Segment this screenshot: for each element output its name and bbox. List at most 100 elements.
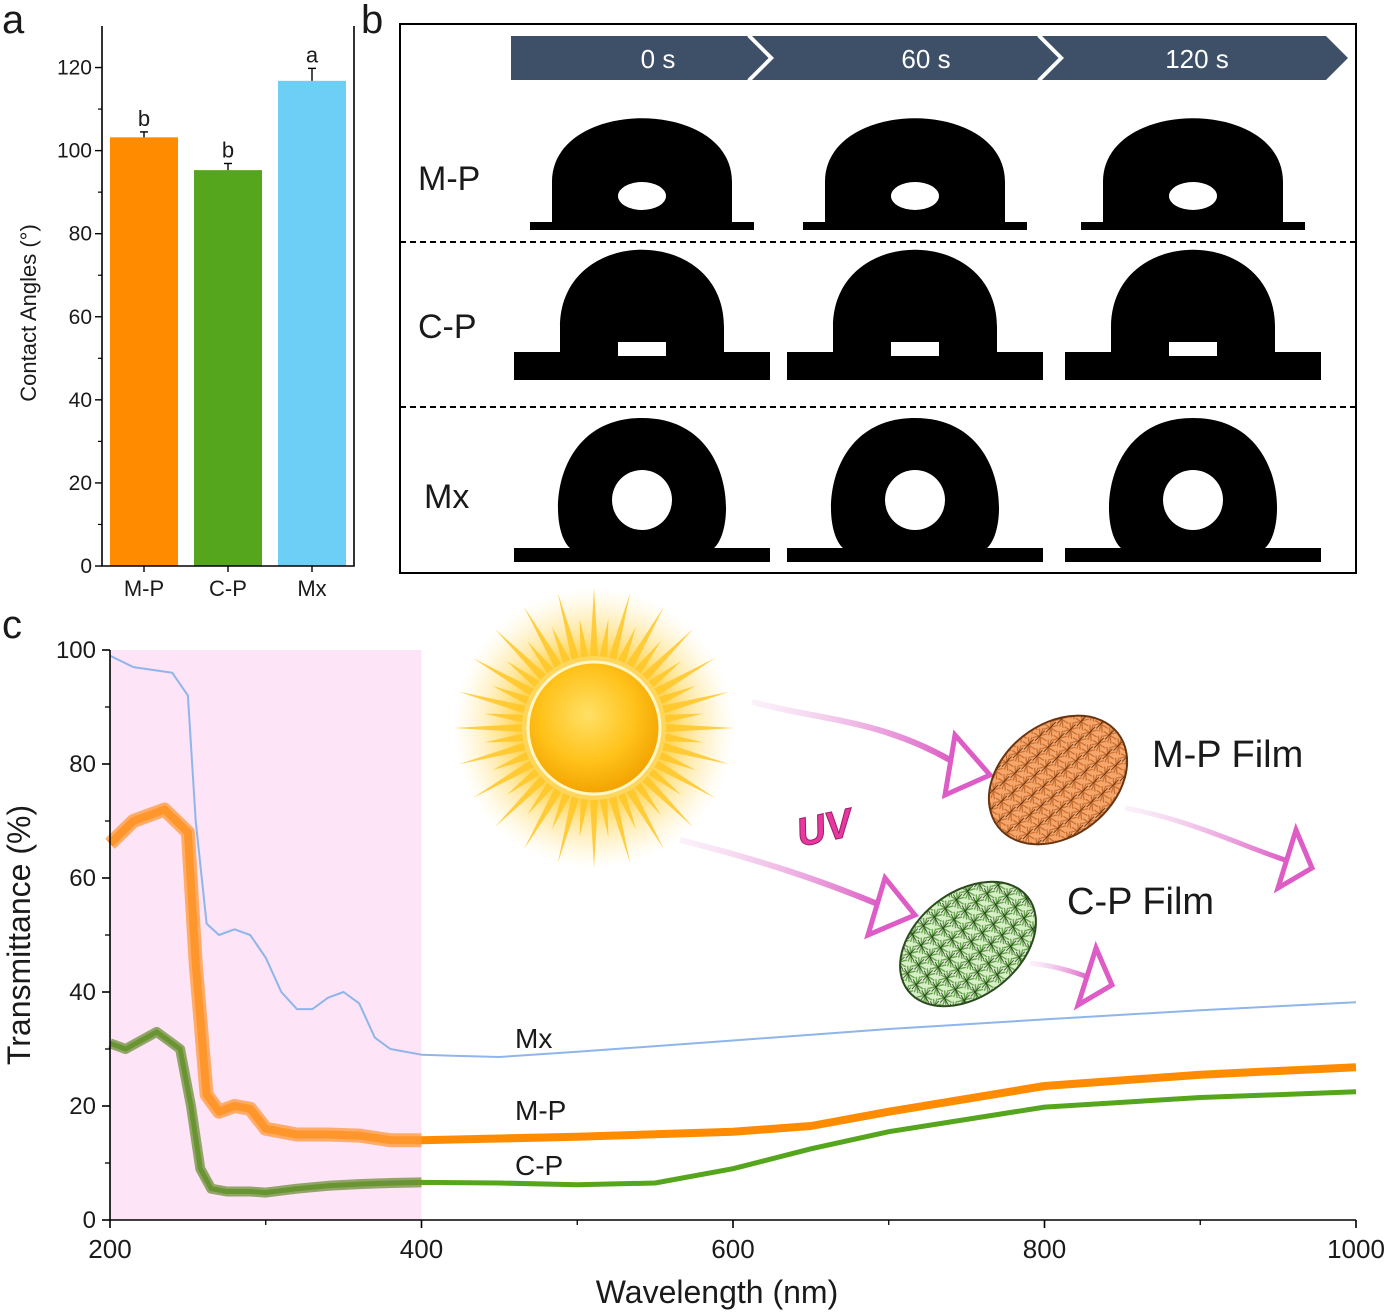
film-icon (987, 714, 1129, 846)
droplet-reflection (891, 342, 939, 356)
sun-ray (506, 661, 540, 688)
timeline-segment-2 (752, 36, 1060, 80)
sun-ray (608, 592, 631, 660)
y-tick-label: 80 (69, 223, 92, 246)
curve-label-cp: C-P (515, 1150, 563, 1181)
series-c-p-noise-band (108, 1026, 422, 1198)
sun-ray (557, 796, 580, 864)
sun-ray (654, 658, 716, 696)
sun-ray (527, 640, 554, 674)
row-label-mp: M-P (418, 160, 480, 198)
sun-ray (472, 760, 534, 798)
transmittance-chart: 200 400 600 800 1000 0 20 40 60 80 100 Mx M-P C-P … (1, 588, 1385, 1310)
y-axis-label: Transmittance (%) (1, 805, 37, 1065)
sun-ray (495, 629, 546, 680)
bar-chart: Contact Angles (°) b b a M-P C-P Mx 0 20 40 60 80… (16, 26, 355, 601)
sun-ray (665, 724, 734, 732)
sun-ray (484, 713, 524, 723)
sun-ray (654, 760, 716, 798)
arrow-icon (864, 872, 920, 940)
panel-a-label: a (2, 0, 25, 42)
significance-letter: b (138, 106, 150, 131)
sun-ray (454, 724, 523, 732)
y-tick-label: 20 (69, 472, 92, 495)
sun-ray (626, 606, 664, 668)
sun-ray (551, 626, 571, 664)
sun-ray (590, 799, 598, 868)
curve-label-mx: Mx (515, 1023, 552, 1054)
sun-ray (495, 776, 546, 827)
y-tick-label: 40 (69, 389, 92, 412)
sun-body (526, 660, 662, 796)
sun-ray (506, 768, 540, 795)
x-tick-label: 800 (1023, 1234, 1066, 1264)
sun-ray (617, 792, 637, 830)
film-icon (899, 880, 1037, 1008)
y-tick-label: 20 (69, 1093, 96, 1120)
y-tick-label: 100 (56, 637, 96, 664)
x-tick-label: 400 (400, 1234, 443, 1264)
timeline-label-0s: 0 s (641, 44, 676, 74)
sun-ray (579, 798, 589, 838)
arrow-icon (1073, 940, 1116, 1011)
sun-ray (492, 685, 530, 705)
sun-ray (557, 592, 580, 660)
cp-film-label: C-P Film (1067, 881, 1214, 923)
transmitted-arrow-cp (1029, 960, 1091, 981)
sun-ray (524, 606, 562, 668)
sun-ray (458, 742, 526, 765)
droplet-mp (530, 118, 754, 230)
sun-ray (648, 661, 682, 688)
row-label-mx: Mx (424, 478, 469, 516)
y-tick-label: 120 (57, 57, 92, 80)
timeline-label-120s: 120 s (1165, 44, 1229, 74)
sun-ray (608, 796, 631, 864)
uv-arrow-to-cp (679, 837, 882, 908)
droplet-reflection (885, 470, 945, 530)
sun-ray (664, 733, 704, 743)
uv-illustration: UV M-P Film C-P Film (454, 588, 1316, 1011)
sun-ray (458, 691, 526, 714)
bar-chart-axes: M-P C-P Mx 0 20 40 60 80 100 120 (57, 26, 355, 601)
significance-letter: b (222, 137, 234, 162)
droplet-mp (803, 118, 1027, 230)
timeline-label-60s: 60 s (901, 44, 950, 74)
sun-ray (634, 782, 661, 816)
sun-ray (648, 768, 682, 795)
droplet-reflection (618, 342, 666, 356)
sun-ray (617, 626, 637, 664)
panel-c-label: c (2, 603, 22, 647)
series-mx (109, 654, 1357, 1058)
bar-series: b b a (110, 42, 346, 567)
droplet-images (514, 118, 1321, 562)
sun-ray (579, 618, 589, 658)
row-label-cp: C-P (418, 308, 477, 346)
x-tick-label: C-P (209, 576, 247, 601)
transmittance-series (105, 654, 1357, 1198)
droplet-reflection (1163, 470, 1223, 530)
series-m-p-noise-band (105, 802, 422, 1148)
sun-ray (626, 788, 664, 850)
sun-ray (658, 751, 696, 771)
bar-chart-ylabel: Contact Angles (°) (16, 224, 41, 402)
arrow-icon (1273, 822, 1316, 894)
bar-m-p (110, 137, 178, 567)
y-tick-label: 0 (80, 555, 92, 578)
x-tick-label: 600 (711, 1234, 754, 1264)
sun-ray (472, 658, 534, 696)
droplet-cp (1065, 249, 1321, 380)
droplet-reflection (612, 470, 672, 530)
sun-ray (658, 685, 696, 705)
droplet-cp (787, 249, 1043, 380)
y-tick-label: 0 (83, 1207, 96, 1234)
sun-ray (634, 640, 661, 674)
bar-mx (278, 80, 346, 566)
sun-ray (599, 618, 609, 658)
droplet-mp (1081, 118, 1305, 230)
droplet-reflection (1169, 342, 1217, 356)
significance-letter: a (306, 42, 319, 67)
sun-ray (599, 798, 609, 838)
arrow-icon (941, 729, 995, 800)
transmitted-arrow-mp (1124, 805, 1286, 863)
